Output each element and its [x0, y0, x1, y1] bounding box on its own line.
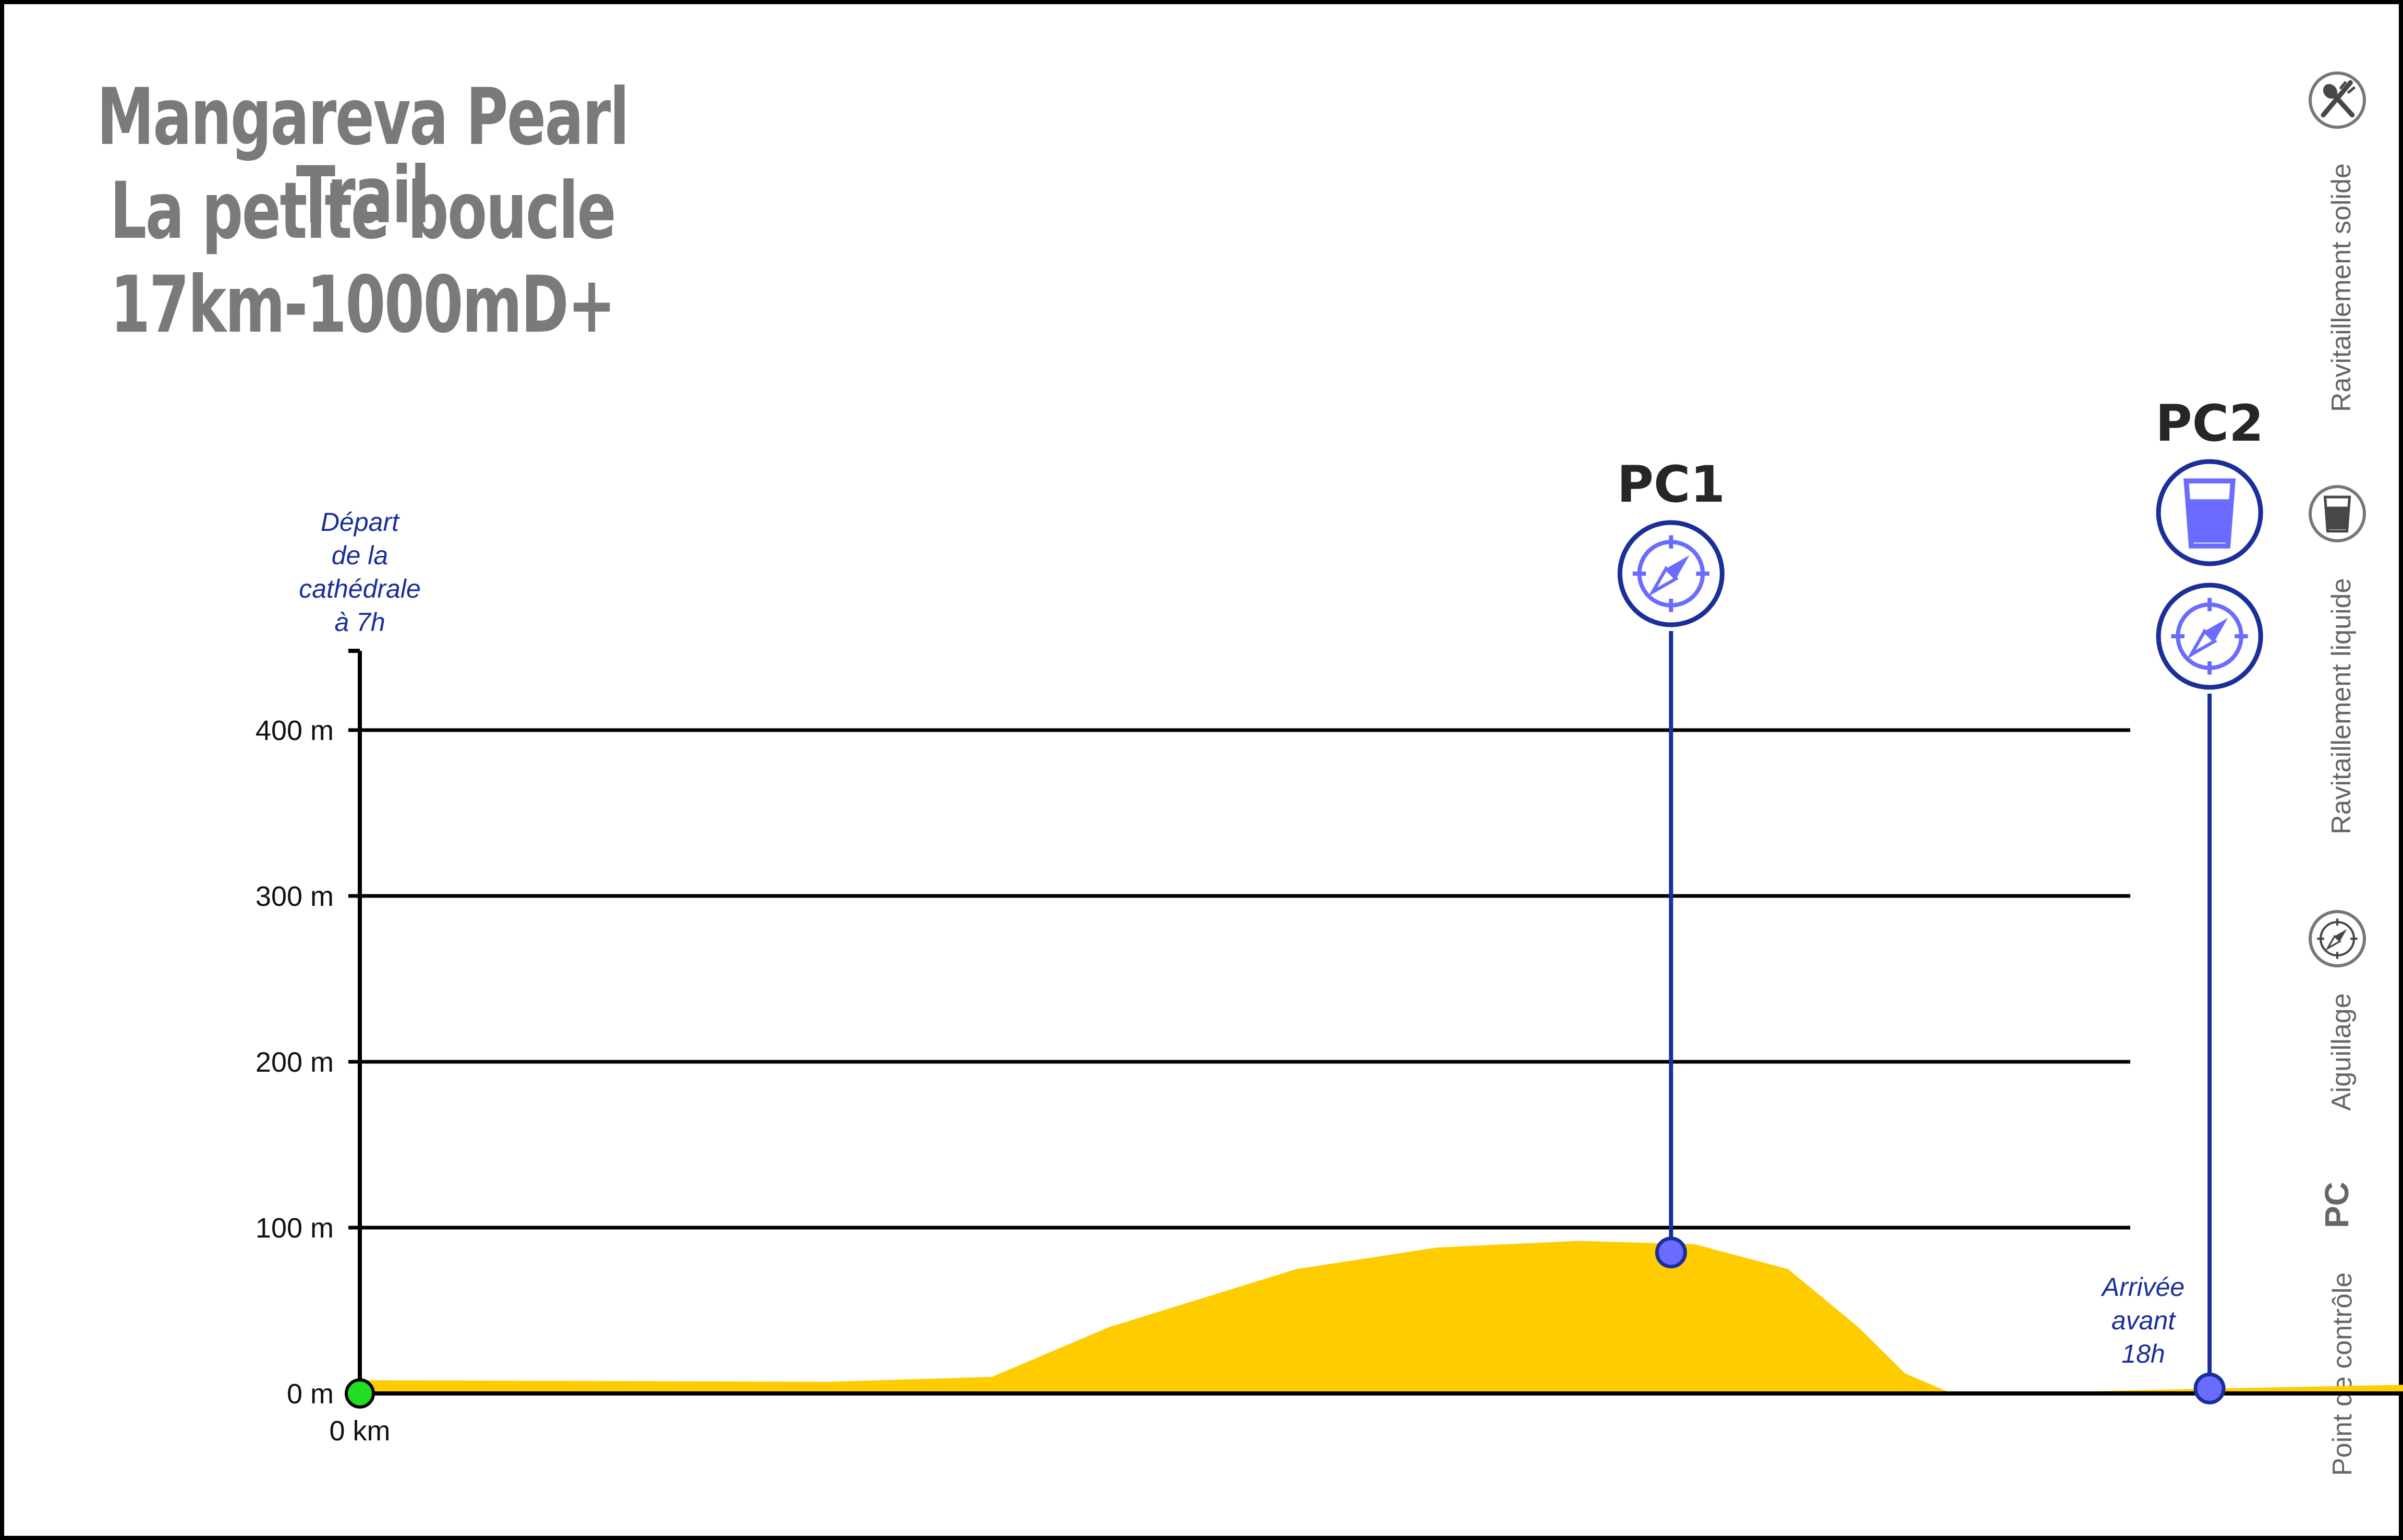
y-tick-label: 100 m	[256, 1212, 334, 1244]
y-tick-label: 300 m	[256, 881, 334, 912]
start-marker	[345, 1378, 375, 1409]
checkpoint-marker[interactable]	[1655, 1236, 1687, 1269]
checkpoint-marker[interactable]	[2193, 1372, 2226, 1404]
title-line-1: Mangareva Pearl Trail	[96, 72, 629, 241]
finish-note: Arrivée	[2101, 1272, 2184, 1302]
y-tick-label: 400 m	[256, 715, 334, 746]
y-tick-label: 0 m	[287, 1378, 334, 1410]
elevation-profile-area	[360, 1241, 2403, 1393]
checkpoint-name: PC2	[2155, 394, 2264, 453]
finish-note: avant	[2111, 1306, 2176, 1335]
y-tick-label: 200 m	[256, 1047, 334, 1078]
checkpoint-pc2[interactable]: PC2	[2155, 394, 2264, 1404]
title-line-2: La petite boucle	[110, 166, 616, 257]
start-note: de la	[332, 541, 388, 570]
finish-note: 18h	[2121, 1339, 2165, 1368]
checkpoint-name: PC1	[1617, 455, 1726, 514]
start-note: à 7h	[334, 608, 385, 637]
start-note: cathédrale	[299, 574, 421, 603]
title-line-3: 17km-1000mD+	[110, 260, 616, 350]
checkpoint-pc1[interactable]: PC1	[1617, 455, 1726, 1269]
x-tick-label: 0 km	[329, 1415, 390, 1447]
start-note: Départ	[321, 507, 400, 537]
